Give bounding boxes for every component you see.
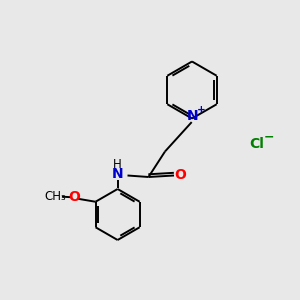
Text: O: O: [175, 168, 187, 182]
Text: Cl: Cl: [249, 137, 264, 151]
Text: N: N: [112, 167, 123, 181]
Text: CH₃: CH₃: [44, 190, 66, 203]
Text: N: N: [187, 109, 198, 123]
Text: −: −: [263, 131, 274, 144]
Text: O: O: [69, 190, 80, 204]
Text: H: H: [113, 158, 122, 171]
Text: +: +: [197, 105, 206, 115]
